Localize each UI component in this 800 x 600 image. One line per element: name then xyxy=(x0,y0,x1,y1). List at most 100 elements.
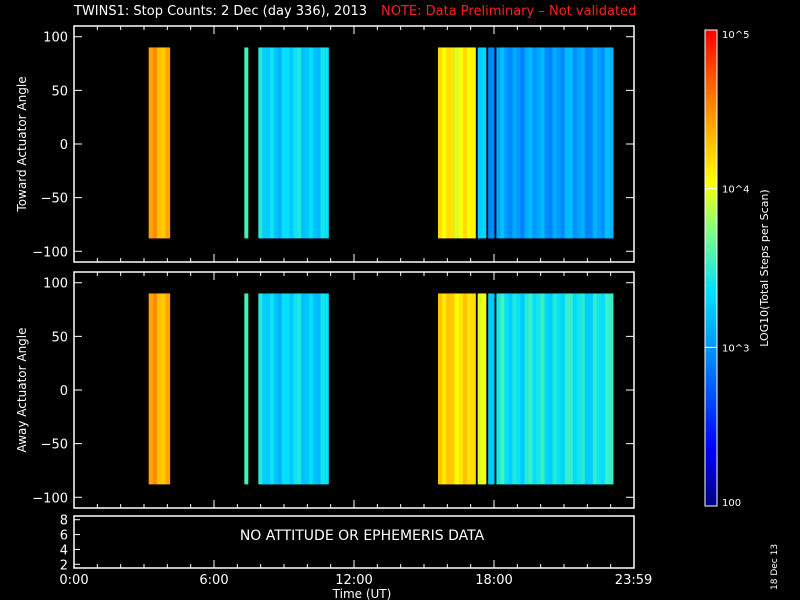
away-column xyxy=(458,293,464,485)
away-ytick-label: 50 xyxy=(51,330,68,345)
away-column xyxy=(277,293,283,485)
toward-column xyxy=(556,47,562,239)
toward-column xyxy=(471,47,476,239)
attitude-ytick-label: 2 xyxy=(60,558,68,573)
away-column xyxy=(544,293,550,485)
toward-column xyxy=(516,47,521,239)
x-tick-label: 23:59 xyxy=(615,573,652,588)
away-heatmap xyxy=(148,293,614,485)
colorbar-tick-label: 10^3 xyxy=(722,343,749,354)
toward-heatmap xyxy=(148,47,614,239)
away-column xyxy=(592,293,598,485)
away-column xyxy=(588,293,594,485)
toward-column xyxy=(532,47,538,239)
toward-axis-ticks: 100 50 0 −50 −100 xyxy=(32,26,635,262)
away-column xyxy=(548,293,554,485)
figure-title: TWINS1: Stop Counts: 2 Dec (day 336), 20… xyxy=(74,4,636,19)
away-ytick-label: −50 xyxy=(41,438,68,453)
attitude-ytick-label: 8 xyxy=(60,514,68,529)
toward-column xyxy=(576,47,582,239)
away-column xyxy=(165,293,171,485)
toward-column xyxy=(588,47,594,239)
colorbar-ticks: 10^5 10^4 10^3 100 xyxy=(705,29,749,509)
away-column xyxy=(454,293,460,485)
toward-column xyxy=(564,47,570,239)
away-column xyxy=(520,293,525,485)
away-column xyxy=(305,293,310,485)
x-axis-label: Time (UT) xyxy=(332,587,392,600)
toward-column xyxy=(540,47,546,239)
toward-column xyxy=(442,47,447,239)
away-column xyxy=(266,293,271,485)
toward-column xyxy=(305,47,310,239)
toward-column xyxy=(281,47,287,239)
toward-column xyxy=(320,47,325,239)
away-column xyxy=(312,293,318,485)
toward-column xyxy=(285,47,290,239)
toward-column xyxy=(270,47,275,239)
toward-column xyxy=(301,47,306,239)
away-column xyxy=(297,293,302,485)
away-ylabel: Away Actuator Angle xyxy=(15,327,29,452)
away-column xyxy=(564,293,570,485)
toward-column xyxy=(524,47,530,239)
away-column xyxy=(556,293,562,485)
away-column xyxy=(438,293,443,485)
away-column xyxy=(450,293,456,485)
title-note: NOTE: Data Preliminary – Not validated xyxy=(381,4,637,19)
toward-column xyxy=(458,47,464,239)
toward-column xyxy=(496,47,501,239)
toward-ylabel: Toward Actuator Angle xyxy=(15,76,29,212)
away-column xyxy=(477,293,483,485)
away-column xyxy=(289,293,294,485)
away-column xyxy=(467,293,472,485)
toward-column xyxy=(572,47,578,239)
toward-column xyxy=(512,47,517,239)
toward-column xyxy=(488,47,495,239)
away-column xyxy=(262,293,267,485)
no-data-message: NO ATTITUDE OR EPHEMERIS DATA xyxy=(240,528,485,544)
away-column xyxy=(580,293,586,485)
toward-column xyxy=(596,47,602,239)
toward-column xyxy=(161,47,166,239)
toward-column xyxy=(454,47,460,239)
away-column xyxy=(152,293,158,485)
toward-column xyxy=(504,47,509,239)
toward-column xyxy=(560,47,566,239)
away-column xyxy=(481,293,487,485)
toward-column xyxy=(266,47,271,239)
away-column xyxy=(500,293,505,485)
away-panel: 100 50 0 −50 −100 Away Actuator Angle xyxy=(15,271,635,509)
toward-column xyxy=(477,47,483,239)
away-column xyxy=(512,293,517,485)
away-column xyxy=(446,293,451,485)
colorbar-label: LOG10(Total Steps per Scan) xyxy=(758,189,771,346)
away-column xyxy=(540,293,546,485)
away-column xyxy=(604,293,610,485)
toward-column xyxy=(312,47,318,239)
away-column xyxy=(462,293,468,485)
toward-column xyxy=(316,47,322,239)
toward-column xyxy=(297,47,302,239)
away-column xyxy=(532,293,538,485)
date-stamp: 18 Dec 13 xyxy=(770,543,780,590)
toward-column xyxy=(580,47,586,239)
toward-column xyxy=(544,47,550,239)
away-column xyxy=(301,293,306,485)
away-column xyxy=(560,293,566,485)
away-axis-ticks: 100 50 0 −50 −100 xyxy=(32,272,635,508)
toward-column xyxy=(552,47,558,239)
toward-column xyxy=(584,47,590,239)
toward-column xyxy=(608,47,614,239)
toward-column xyxy=(481,47,487,239)
x-tick-label: 18:00 xyxy=(475,573,512,588)
away-ytick-label: −100 xyxy=(32,491,68,506)
toward-column xyxy=(536,47,542,239)
toward-column xyxy=(258,47,263,239)
toward-column xyxy=(467,47,472,239)
x-tick-label: 12:00 xyxy=(335,573,372,588)
away-column xyxy=(293,293,298,485)
toward-column xyxy=(244,47,249,239)
away-column xyxy=(148,293,154,485)
